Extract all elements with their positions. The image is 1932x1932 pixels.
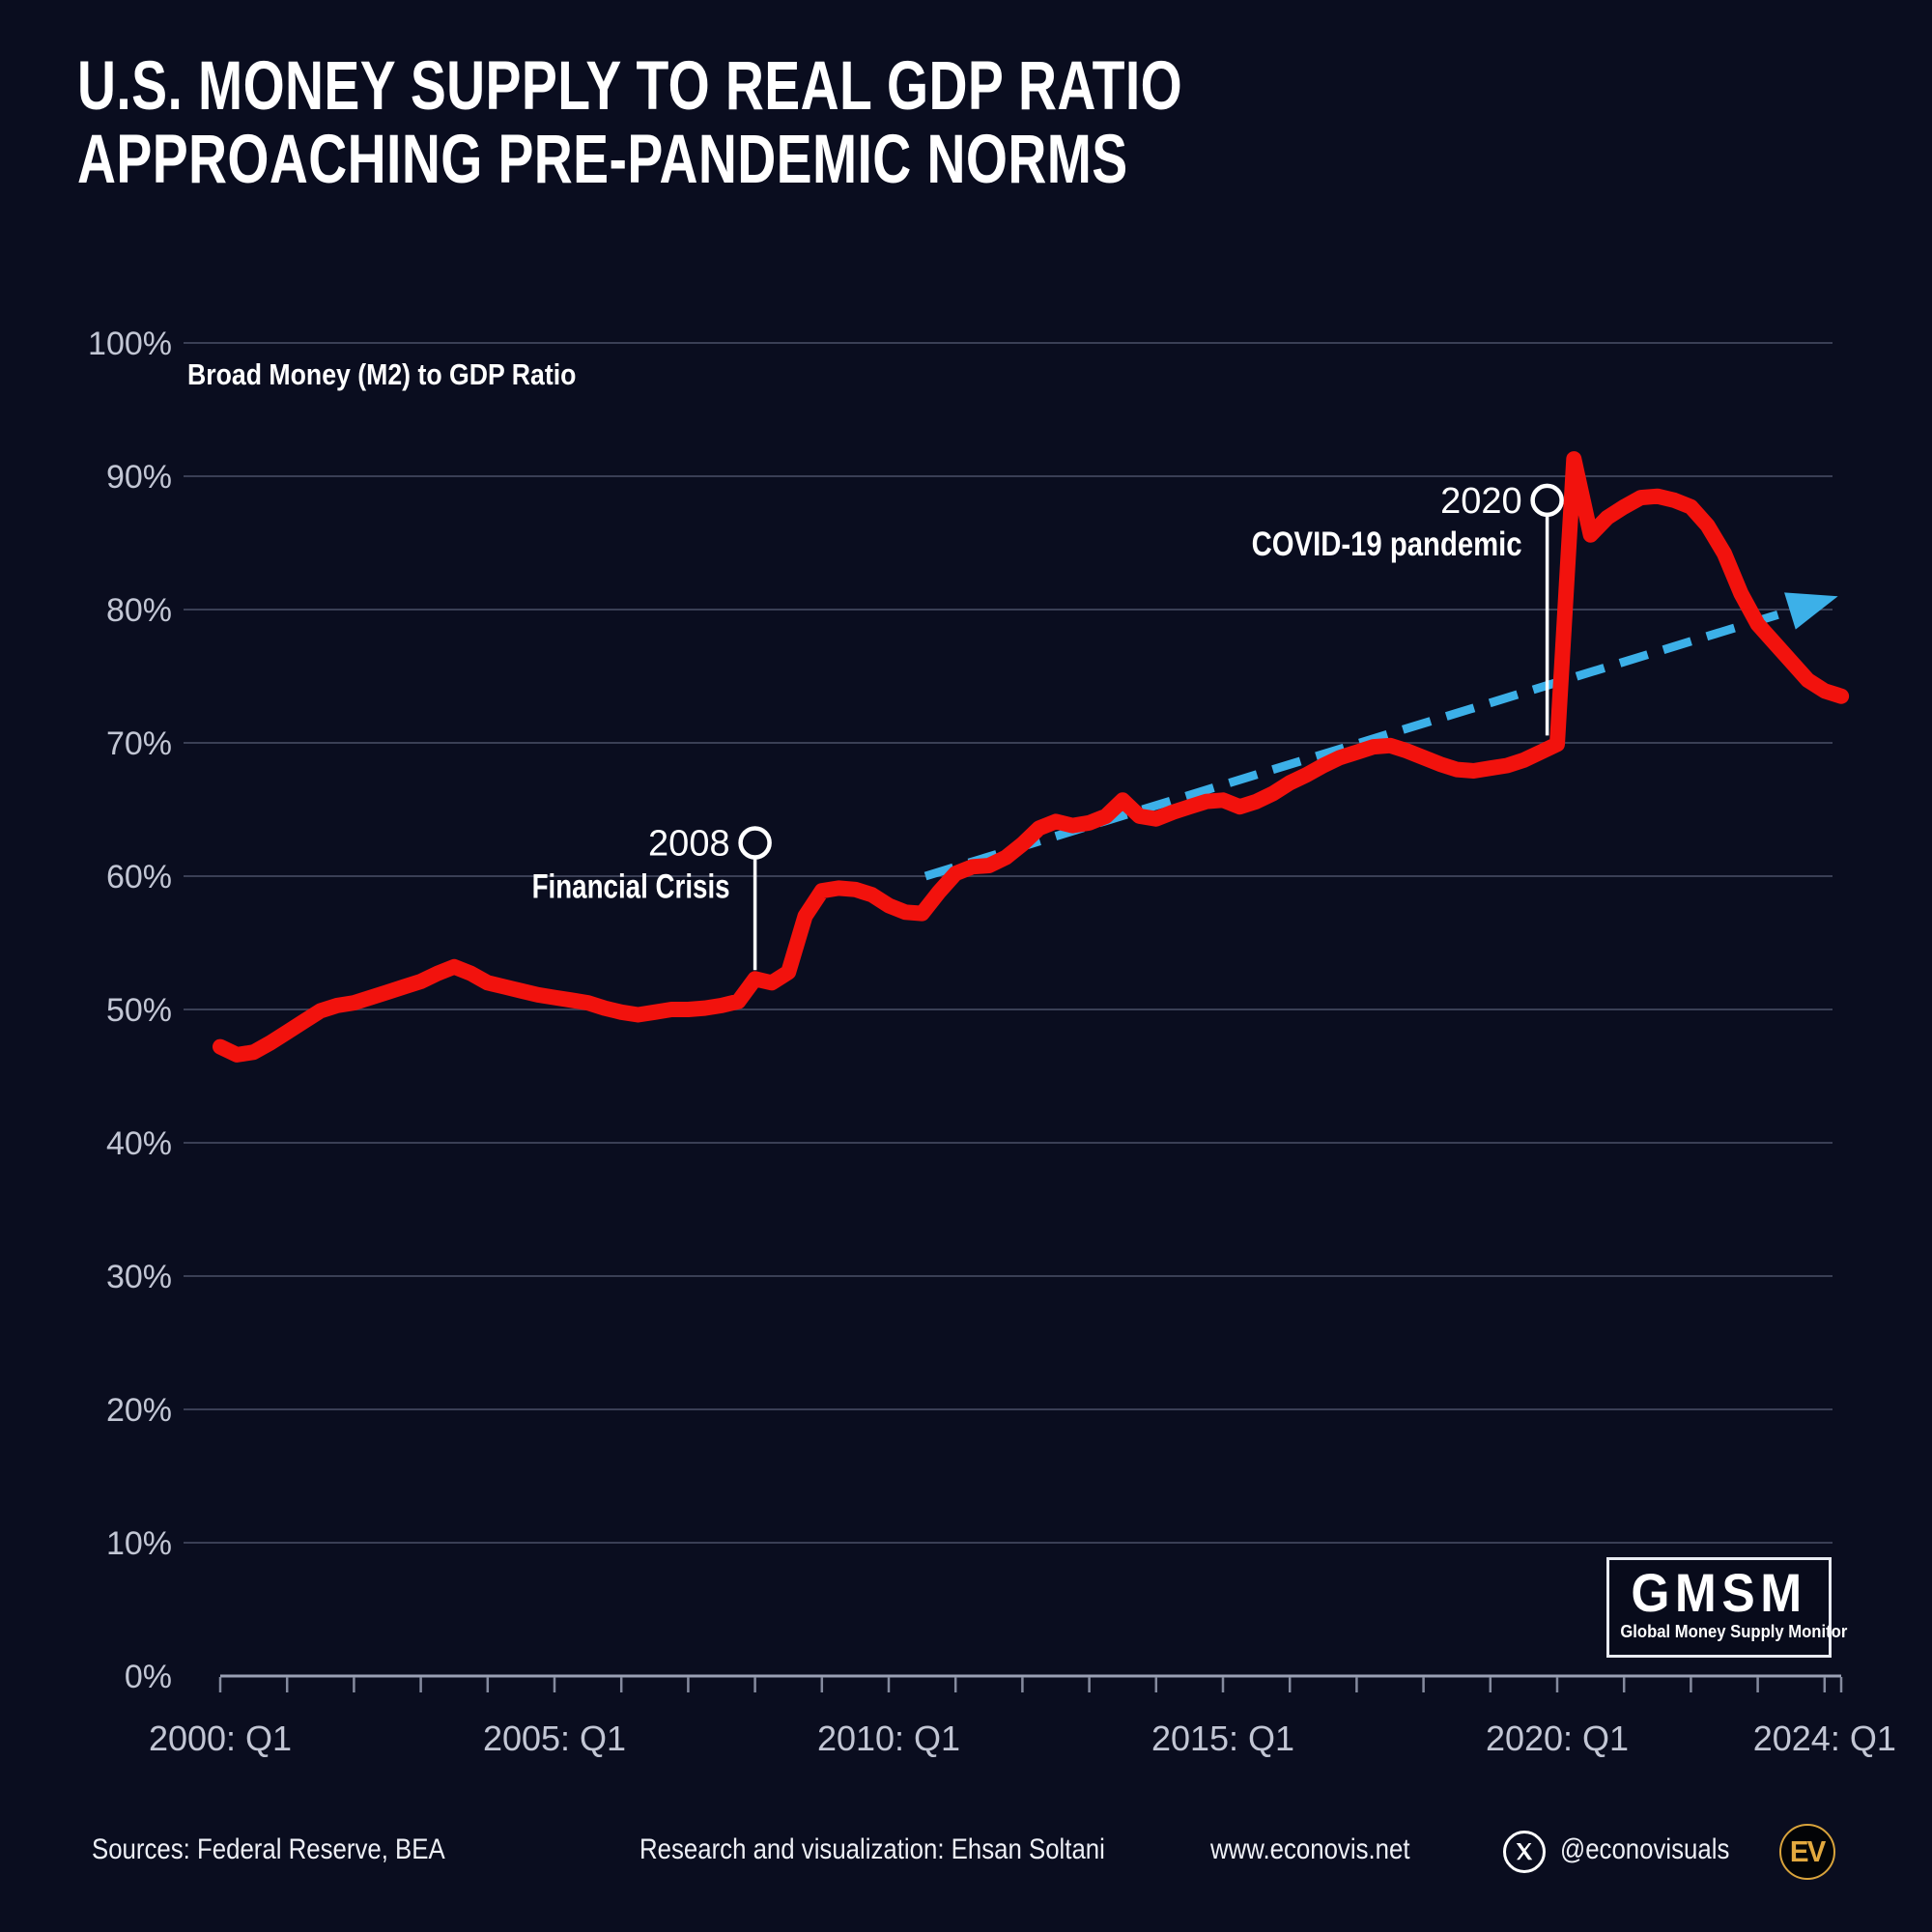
m2-gdp-series-line	[213, 451, 1850, 1063]
y-axis-label: 30%	[106, 1259, 172, 1295]
annotation-year-label: 2020	[1440, 481, 1522, 522]
econovisuals-logo: EV	[1779, 1824, 1835, 1880]
annotation-marker	[738, 826, 772, 860]
x-logo-glyph	[1516, 1843, 1533, 1861]
annotation-year-label: 2008	[648, 824, 730, 865]
gmsm-badge: GMSM Global Money Supply Monitor	[1606, 1557, 1848, 1658]
y-axis-label: 40%	[106, 1125, 172, 1162]
y-axis-label: 100%	[88, 326, 172, 362]
y-axis-label: 60%	[106, 859, 172, 895]
x-axis-label: 2024: Q1	[1753, 1719, 1896, 1758]
y-axis-label: 20%	[106, 1392, 172, 1429]
x-axis-label: 2005: Q1	[483, 1719, 626, 1758]
y-axis-label: 50%	[106, 992, 172, 1029]
y-axis-label: 0%	[125, 1659, 172, 1695]
econovisuals-logo-text: EV	[1790, 1834, 1826, 1868]
x-axis-label: 2010: Q1	[817, 1719, 960, 1758]
x-axis-label: 2000: Q1	[149, 1719, 292, 1758]
annotation-marker	[1530, 483, 1564, 518]
x-social-icon[interactable]	[1503, 1831, 1546, 1873]
page-title-line1: U.S. MONEY SUPPLY TO REAL GDP RATIO	[77, 48, 1183, 125]
footer-website-link[interactable]: www.econovis.net	[1210, 1833, 1410, 1865]
footer-sources: Sources: Federal Reserve, BEA	[92, 1833, 445, 1865]
page-title: U.S. MONEY SUPPLY TO REAL GDP RATIO APPR…	[77, 50, 1182, 197]
annotation-text: COVID-19 pandemic	[1252, 526, 1522, 563]
y-axis-label: 10%	[106, 1525, 172, 1562]
footer-credit: Research and visualization: Ehsan Soltan…	[639, 1833, 1105, 1865]
annotation-text: Financial Crisis	[532, 868, 730, 906]
y-axis-label: 70%	[106, 725, 172, 762]
footer-social-handle[interactable]: @econovisuals	[1560, 1833, 1730, 1865]
page-title-line2: APPROACHING PRE-PANDEMIC NORMS	[77, 121, 1128, 198]
series-inline-legend: Broad Money (M2) to GDP Ratio	[187, 357, 577, 391]
trend-arrowhead	[1784, 592, 1838, 630]
gmsm-full-name: Global Money Supply Monitor	[1620, 1621, 1848, 1641]
y-axis-label: 80%	[106, 592, 172, 629]
gmsm-abbr: GMSM	[1631, 1562, 1807, 1623]
y-axis-label: 90%	[106, 459, 172, 496]
x-axis-label: 2015: Q1	[1151, 1719, 1294, 1758]
x-axis-label: 2020: Q1	[1486, 1719, 1629, 1758]
